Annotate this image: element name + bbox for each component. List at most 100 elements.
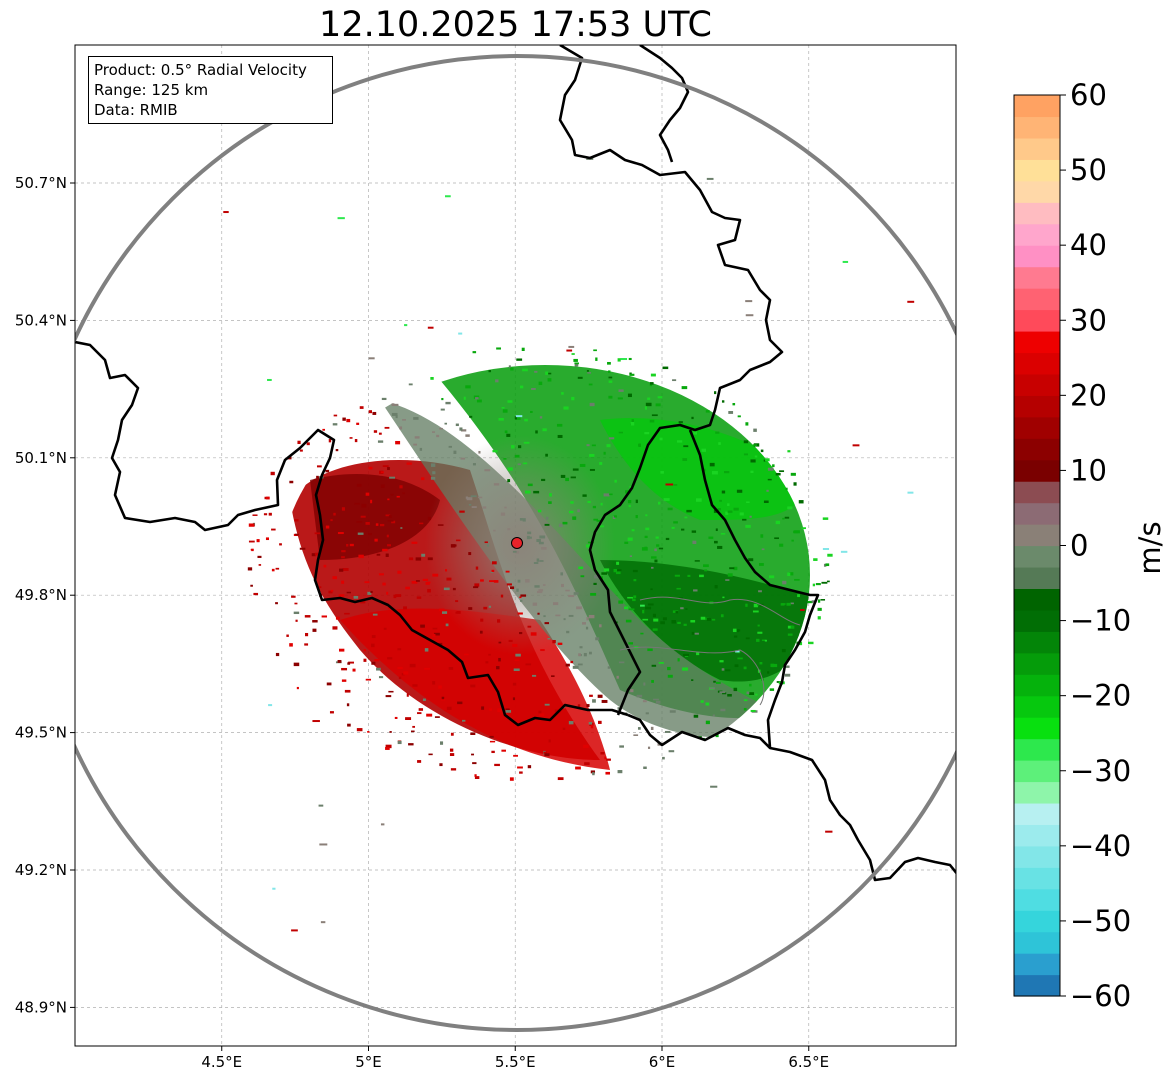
echo-speckle (500, 512, 506, 516)
echo-speckle (820, 599, 826, 601)
echo-speckle (263, 513, 268, 516)
echo-speckle (719, 691, 726, 694)
echo-speckle (446, 706, 452, 710)
echo-speckle (787, 625, 794, 629)
echo-speckle (589, 468, 595, 471)
echo-speckle (397, 648, 402, 651)
echo-speckle (758, 590, 762, 593)
outlier-echo (706, 177, 714, 180)
echo-speckle (686, 509, 692, 513)
echo-speckle (785, 487, 788, 491)
echo-speckle (342, 568, 349, 571)
echo-speckle (511, 445, 515, 449)
outlier-echo (337, 217, 345, 220)
echo-speckle (699, 574, 704, 578)
echo-speckle (541, 547, 547, 550)
echo-speckle (651, 556, 657, 559)
echo-speckle (758, 563, 764, 566)
echo-speckle (763, 459, 767, 462)
echo-speckle (391, 520, 396, 524)
echo-speckle (757, 624, 760, 627)
echo-speckle (618, 600, 624, 604)
echo-speckle (530, 410, 533, 413)
echo-speckle (296, 686, 299, 690)
echo-speckle (663, 498, 670, 501)
echo-speckle (636, 694, 643, 698)
echo-speckle (496, 666, 500, 670)
echo-speckle (598, 525, 605, 528)
echo-speckle (583, 744, 589, 748)
echo-speckle (522, 368, 528, 372)
echo-speckle (248, 523, 255, 527)
echo-speckle (374, 659, 380, 662)
echo-speckle (613, 568, 618, 573)
echo-speckle (338, 594, 345, 597)
approaching-echo-core (310, 474, 440, 560)
echo-speckle (432, 573, 439, 577)
echo-speckle (527, 531, 532, 535)
echo-speckle (683, 623, 687, 626)
echo-speckle (715, 734, 719, 738)
echo-speckle (539, 713, 545, 717)
lon-tick-label: 5.5°E (495, 1053, 536, 1071)
echo-speckle (330, 589, 334, 592)
echo-speckle (406, 693, 409, 697)
colorbar-cell (1014, 802, 1060, 825)
echo-speckle (519, 596, 522, 599)
echo-speckle (756, 603, 760, 606)
echo-speckle (266, 496, 270, 500)
echo-speckle (775, 520, 781, 525)
echo-speckle (603, 568, 610, 572)
outlier-echo (852, 444, 860, 447)
colorbar-cell (1014, 566, 1060, 590)
echo-speckle (460, 429, 467, 432)
echo-speckle (694, 560, 700, 562)
echo-speckle (691, 530, 697, 533)
echo-speckle (797, 594, 800, 598)
echo-speckle (387, 544, 392, 547)
echo-speckle (755, 693, 758, 696)
echo-speckle (656, 544, 660, 547)
echo-speckle (507, 467, 513, 471)
echo-speckle (335, 616, 340, 620)
echo-speckle (526, 535, 530, 540)
echo-speckle (400, 527, 403, 529)
echo-speckle (645, 527, 650, 531)
echo-speckle (527, 483, 533, 487)
echo-speckle (372, 613, 378, 616)
echo-speckle (557, 777, 564, 781)
colorbar-tick-label: −50 (1070, 904, 1131, 938)
echo-speckle (536, 539, 541, 543)
echo-speckle (652, 628, 658, 631)
echo-speckle (430, 476, 436, 480)
echo-speckle (265, 537, 269, 541)
outlier-echo (840, 550, 848, 553)
echo-speckle (727, 503, 730, 506)
echo-speckle (536, 558, 540, 562)
echo-speckle (441, 696, 445, 700)
echo-speckle (527, 765, 532, 769)
echo-speckle (737, 415, 741, 418)
echo-speckle (549, 493, 552, 497)
echo-speckle (413, 417, 419, 420)
echo-speckle (599, 624, 602, 628)
echo-speckle (385, 514, 391, 517)
echo-speckle (733, 635, 738, 638)
echo-speckle (365, 492, 370, 496)
echo-speckle (294, 519, 299, 522)
echo-speckle (618, 389, 624, 392)
echo-speckle (631, 419, 634, 423)
latitude-labels: 50.7°N 50.4°N 50.1°N 49.8°N 49.5°N 49.2°N 48.9… (15, 174, 75, 1016)
echo-speckle (329, 711, 334, 714)
colorbar-cell (1014, 330, 1060, 354)
echo-speckle (445, 569, 448, 572)
colorbar-cell (1014, 524, 1060, 547)
colorbar-cell (1014, 416, 1060, 439)
echo-speckle (711, 471, 718, 475)
echo-speckle (781, 603, 786, 605)
echo-speckle (624, 541, 629, 544)
echo-speckle (721, 400, 725, 403)
colorbar-cell (1014, 867, 1060, 890)
echo-speckle (589, 402, 595, 407)
